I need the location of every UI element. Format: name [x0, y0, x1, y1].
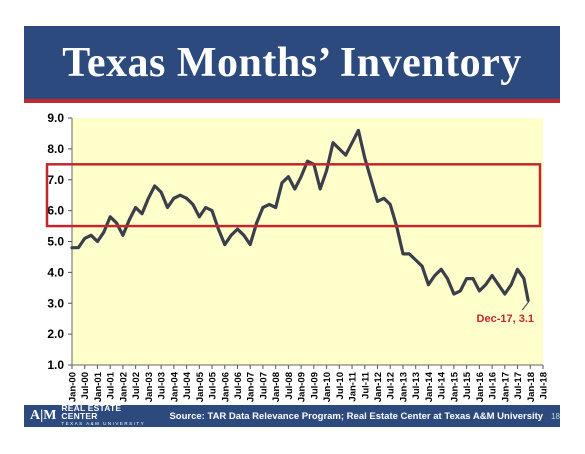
x-tick-label: Jan-18	[526, 372, 537, 402]
x-tick-label: Jul-02	[131, 372, 142, 399]
source-note: Source: TAR Data Relevance Program; Real…	[169, 410, 544, 422]
x-tick-label: Jul-08	[284, 372, 295, 399]
x-tick-label: Jan-08	[271, 372, 282, 402]
x-tick-label: Jan-13	[398, 372, 409, 402]
x-tick-label: Jul-07	[258, 372, 269, 399]
x-tick-label: Jul-12	[386, 372, 397, 399]
y-tick-label: 1.0	[47, 358, 64, 372]
atm-logo-icon: A|M	[30, 408, 57, 423]
y-tick-label: 2.0	[47, 327, 64, 341]
x-tick-label: Jul-17	[513, 372, 524, 399]
annotation-label: Dec-17, 3.1	[477, 313, 534, 325]
annotation-leader	[521, 300, 530, 311]
x-tick-label: Jul-06	[233, 372, 244, 399]
x-tick-label: Jul-01	[106, 371, 117, 399]
x-tick-label: Jul-10	[335, 372, 346, 399]
page-title: Texas Months’ Inventory	[62, 39, 522, 86]
plot-area	[72, 118, 543, 365]
x-tick-label: Jan-00	[68, 372, 79, 402]
x-tick-label: Jan-04	[169, 371, 180, 402]
y-tick-label: 8.0	[47, 142, 64, 156]
title-underline	[24, 99, 560, 103]
title-banner: Texas Months’ Inventory	[24, 26, 560, 99]
x-tick-label: Jan-15	[449, 371, 460, 402]
y-tick-label: 9.0	[47, 111, 64, 125]
x-tick-label: Jul-03	[157, 372, 168, 399]
real-estate-center-logo: A|M REAL ESTATE CENTER TEXAS A&M UNIVERS…	[30, 404, 157, 428]
x-tick-label: Jan-09	[297, 372, 308, 402]
y-tick-label: 7.0	[47, 173, 64, 187]
x-tick-label: Jan-10	[322, 372, 333, 402]
x-tick-label: Jan-01	[93, 371, 104, 402]
x-tick-label: Jan-14	[424, 371, 435, 402]
x-tick-label: Jan-03	[144, 372, 155, 402]
y-tick-label: 6.0	[47, 204, 64, 218]
x-tick-label: Jul-09	[309, 372, 320, 399]
x-tick-label: Jul-13	[411, 372, 422, 399]
x-tick-label: Jul-11	[360, 371, 371, 399]
x-tick-label: Jan-16	[475, 372, 486, 402]
x-tick-label: Jul-00	[80, 372, 91, 399]
target-range-box	[45, 163, 542, 228]
x-tick-label: Jan-17	[500, 372, 511, 402]
x-tick-label: Jan-11	[348, 371, 359, 401]
footer-bar: A|M REAL ESTATE CENTER TEXAS A&M UNIVERS…	[24, 404, 560, 428]
x-tick-label: Jul-14	[437, 371, 448, 399]
y-tick-label: 5.0	[47, 235, 64, 249]
x-tick-label: Jan-12	[373, 372, 384, 402]
logo-name: REAL ESTATE CENTER	[61, 403, 122, 421]
months-inventory-line	[70, 128, 530, 302]
x-tick-label: Jul-15	[462, 371, 473, 399]
x-tick-label: Jan-07	[246, 372, 257, 402]
y-tick-label: 3.0	[47, 296, 64, 310]
x-tick-label: Jul-04	[182, 371, 193, 399]
x-tick-label: Jan-06	[220, 372, 231, 402]
x-tick-label: Jul-18	[539, 372, 550, 399]
x-tick-label: Jan-02	[118, 372, 129, 402]
logo-subtitle: TEXAS A&M UNIVERSITY	[61, 421, 146, 426]
x-tick-label: Jul-16	[488, 372, 499, 399]
page-number: 18	[551, 411, 560, 421]
y-tick-label: 4.0	[47, 265, 64, 279]
x-tick-label: Jan-05	[195, 371, 206, 402]
x-tick-label: Jul-05	[208, 371, 219, 399]
